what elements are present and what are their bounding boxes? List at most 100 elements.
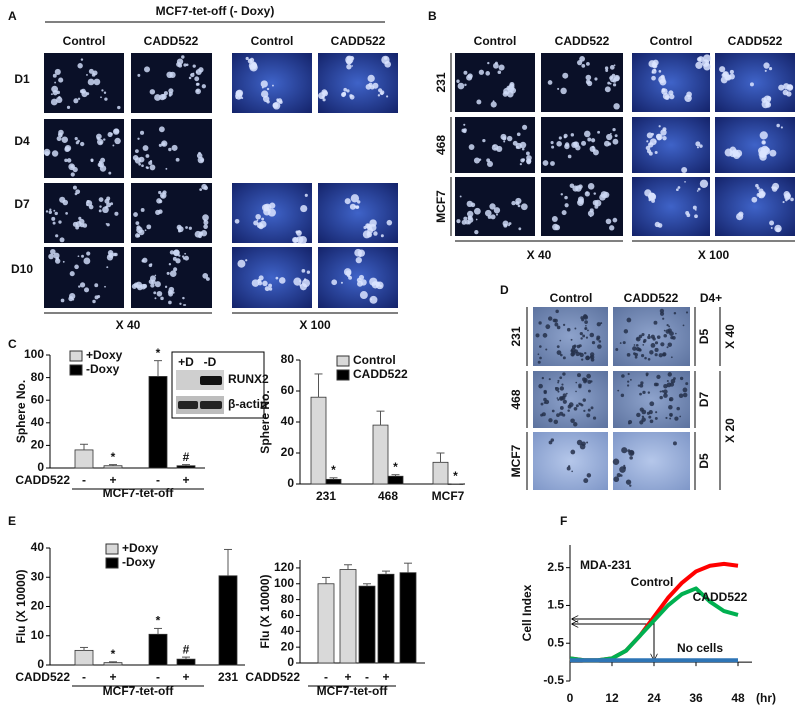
cell <box>234 218 240 224</box>
cell <box>503 223 508 228</box>
cell <box>519 163 522 166</box>
micrograph <box>715 177 795 236</box>
cell <box>580 316 584 320</box>
cell <box>679 415 682 418</box>
legend-label: Control <box>353 353 396 367</box>
cell <box>619 466 626 473</box>
cell <box>515 197 522 205</box>
cell <box>616 473 621 478</box>
cell <box>78 285 81 288</box>
cell <box>509 87 517 94</box>
cell <box>154 274 157 277</box>
cell <box>766 96 772 101</box>
cell <box>92 299 96 304</box>
cell <box>596 322 601 327</box>
cell <box>552 318 557 323</box>
cell <box>149 89 156 95</box>
cell <box>663 389 668 394</box>
cell <box>263 203 272 212</box>
cell <box>699 179 709 188</box>
cell <box>173 249 180 256</box>
cell <box>678 393 684 399</box>
cell <box>278 100 283 105</box>
legend-swatch <box>69 350 83 362</box>
cell <box>663 333 667 338</box>
cell <box>682 324 685 327</box>
cell <box>349 275 351 278</box>
significance-marker: * <box>111 450 116 464</box>
cell <box>343 87 348 92</box>
cell <box>459 195 462 198</box>
cell <box>494 61 498 65</box>
cell <box>58 77 64 83</box>
cell <box>518 227 522 231</box>
cell <box>108 171 112 175</box>
cell <box>648 415 652 419</box>
cell <box>56 136 62 142</box>
cell <box>547 80 553 85</box>
cell <box>158 143 162 147</box>
cell <box>679 376 684 381</box>
cell <box>275 276 279 280</box>
cell <box>465 220 470 225</box>
column-header: CADD522 <box>555 34 610 48</box>
cell <box>148 161 153 166</box>
cell <box>699 144 703 148</box>
cell <box>80 141 85 147</box>
cell <box>264 286 270 292</box>
cell <box>780 126 783 129</box>
cell <box>612 83 617 87</box>
cell <box>597 344 602 349</box>
cell <box>627 449 631 453</box>
cell <box>660 342 665 347</box>
panel-letter: D <box>500 283 509 297</box>
cell <box>591 138 596 143</box>
cell <box>473 157 481 164</box>
cell <box>761 97 767 103</box>
cell <box>75 221 82 227</box>
cell <box>493 62 499 69</box>
cell <box>686 91 692 98</box>
magnification: X 100 <box>299 318 331 332</box>
cell <box>579 352 582 355</box>
cell <box>587 183 595 190</box>
cell <box>666 382 672 388</box>
column-header: Control <box>650 34 693 48</box>
y-tick-label: 80 <box>281 352 295 366</box>
cell <box>769 149 777 157</box>
cell <box>650 343 656 348</box>
cell <box>154 94 161 101</box>
cell <box>562 72 569 79</box>
cell <box>375 281 381 287</box>
cell <box>564 203 569 208</box>
x-tick-label: - <box>324 670 328 684</box>
cell <box>80 58 84 61</box>
cell <box>758 195 762 199</box>
cell <box>511 200 516 206</box>
cell <box>470 202 476 208</box>
cell <box>659 311 665 316</box>
cell <box>770 227 773 229</box>
cell <box>635 343 639 347</box>
x-tick-label: - <box>82 670 86 684</box>
cell <box>571 470 573 473</box>
cell <box>784 193 791 201</box>
cell <box>666 379 669 383</box>
cell <box>633 352 636 356</box>
cell <box>583 130 591 138</box>
cell <box>623 464 626 467</box>
x-tick-label: + <box>109 473 116 487</box>
cell <box>629 484 632 487</box>
treatment-label: D4+ <box>700 291 722 305</box>
cell <box>666 323 669 327</box>
cell <box>52 221 56 225</box>
cell <box>662 127 667 132</box>
x-row-label: CADD522 <box>15 670 70 684</box>
y-tick-label: 100 <box>24 347 44 361</box>
cell <box>154 297 157 300</box>
cell <box>61 136 68 143</box>
cell <box>69 292 76 300</box>
cell <box>649 138 657 146</box>
cell <box>768 67 773 71</box>
